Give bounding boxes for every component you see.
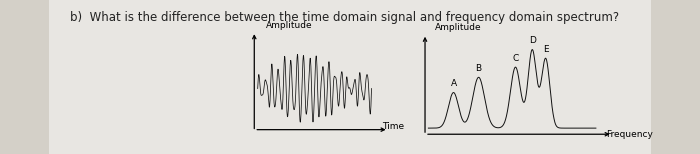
- Text: Frequency: Frequency: [606, 130, 653, 139]
- Text: C: C: [512, 54, 519, 63]
- Text: E: E: [542, 45, 549, 54]
- Text: b)  What is the difference between the time domain signal and frequency domain s: b) What is the difference between the ti…: [70, 11, 619, 24]
- Text: A: A: [450, 79, 456, 88]
- Text: Amplitude: Amplitude: [266, 20, 312, 30]
- Text: Amplitude: Amplitude: [435, 23, 482, 32]
- Text: D: D: [528, 36, 536, 45]
- Text: Time: Time: [382, 122, 404, 131]
- Text: B: B: [475, 64, 482, 73]
